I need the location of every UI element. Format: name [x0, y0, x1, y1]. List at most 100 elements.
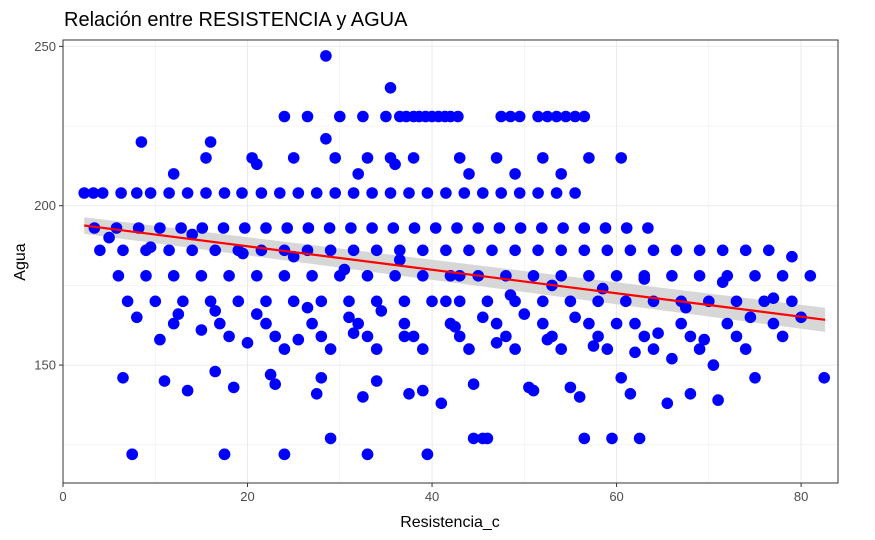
data-point	[472, 222, 485, 234]
data-point	[693, 270, 706, 282]
data-point	[440, 244, 452, 257]
data-point	[149, 295, 162, 308]
data-point	[555, 168, 567, 180]
data-point	[467, 378, 480, 391]
data-point	[426, 295, 438, 308]
data-point	[357, 391, 369, 403]
data-point	[578, 222, 591, 234]
data-point	[223, 270, 235, 282]
data-point	[287, 295, 300, 308]
data-point	[260, 295, 272, 308]
data-point	[361, 330, 374, 343]
data-point	[730, 330, 743, 343]
data-point	[320, 50, 332, 62]
fit-line-group	[84, 224, 826, 321]
data-point	[250, 270, 263, 282]
data-point	[624, 388, 637, 400]
data-point	[666, 270, 678, 282]
data-point	[490, 337, 503, 349]
data-point	[209, 305, 221, 317]
data-point	[467, 432, 480, 445]
data-point	[537, 295, 549, 308]
data-point	[366, 222, 378, 234]
data-point	[481, 295, 494, 308]
data-point	[569, 110, 581, 123]
data-point	[493, 222, 506, 234]
data-point	[361, 448, 374, 461]
data-point	[477, 187, 489, 199]
data-point	[408, 222, 421, 234]
data-point	[500, 330, 512, 343]
data-point	[306, 317, 318, 330]
data-point	[451, 222, 463, 234]
data-point	[121, 295, 134, 308]
data-point	[758, 295, 770, 308]
data-point	[509, 343, 521, 355]
data-point	[370, 244, 383, 257]
data-point	[384, 187, 397, 199]
data-point	[610, 317, 623, 330]
data-point	[578, 244, 591, 257]
data-point	[163, 244, 175, 257]
data-point	[620, 222, 633, 234]
data-point	[232, 295, 245, 308]
data-point	[490, 317, 503, 330]
data-point	[181, 384, 194, 397]
data-point	[324, 432, 337, 445]
data-point	[287, 152, 300, 164]
data-point	[666, 352, 678, 365]
data-point	[237, 247, 249, 260]
data-point	[509, 168, 521, 180]
data-point	[453, 295, 466, 308]
data-point	[504, 110, 517, 123]
y-tick-label: 200	[34, 198, 56, 213]
data-points	[78, 50, 830, 461]
data-point	[384, 82, 397, 94]
data-point	[578, 110, 591, 123]
data-point	[763, 244, 775, 257]
data-point	[167, 317, 180, 330]
data-point	[195, 270, 208, 282]
data-point	[453, 152, 466, 164]
data-point	[186, 244, 198, 257]
data-point	[633, 432, 646, 445]
data-point	[218, 448, 231, 461]
data-point	[560, 110, 572, 123]
data-point	[394, 244, 406, 257]
data-point	[564, 381, 577, 394]
data-point	[712, 394, 724, 406]
data-point	[140, 270, 152, 282]
data-point	[320, 133, 332, 145]
data-point	[310, 187, 323, 199]
y-tick-label: 250	[34, 39, 56, 54]
data-point	[624, 244, 637, 257]
data-point	[675, 317, 687, 330]
data-point	[154, 333, 166, 346]
data-point	[347, 187, 360, 199]
data-point	[599, 222, 612, 234]
data-point	[260, 222, 272, 234]
data-point	[214, 317, 226, 330]
data-point	[172, 308, 185, 320]
data-point	[343, 295, 355, 308]
data-point	[652, 327, 664, 340]
data-point	[370, 375, 383, 387]
data-point	[680, 301, 692, 314]
chart-title: Relación entre RESISTENCIA y AGUA	[64, 9, 408, 31]
data-point	[306, 270, 318, 282]
data-point	[417, 343, 429, 355]
data-point	[477, 311, 489, 324]
data-point	[209, 365, 221, 378]
data-point	[452, 110, 464, 123]
grid	[62, 40, 838, 483]
data-point	[274, 187, 286, 199]
y-axis-title: Agua	[12, 243, 29, 280]
data-point	[767, 317, 780, 330]
data-point	[255, 244, 268, 257]
data-point	[117, 244, 129, 257]
data-point	[241, 337, 254, 349]
data-point	[278, 270, 291, 282]
y-axis: 150 200 250	[34, 39, 63, 373]
data-point	[115, 187, 127, 199]
data-point	[749, 372, 761, 384]
